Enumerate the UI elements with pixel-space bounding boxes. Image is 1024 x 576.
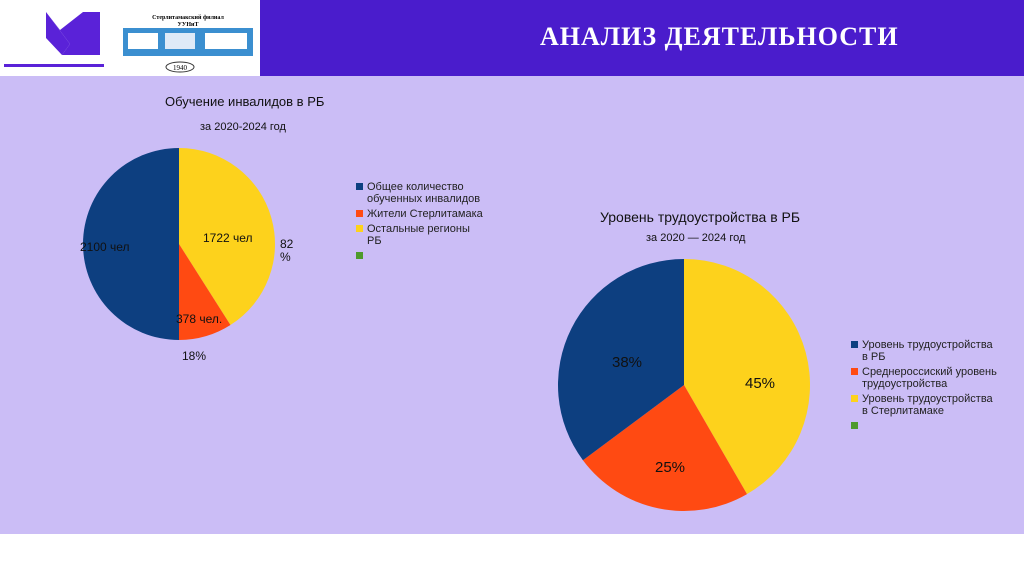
svg-text:Стерлитамакский филиал: Стерлитамакский филиал [152,14,224,21]
legend-swatch-yellow [851,395,858,402]
legend-item: Уровень трудоустройства в Стерлитамаке [851,393,1001,417]
chart2-slice-2 [558,259,684,461]
chart1-label-orange: 378 чел. [176,312,223,326]
chart1-legend: Общее количество обученных инвалидов Жит… [356,181,486,262]
chart1-extra-82: 82 % [280,237,294,264]
legend-swatch-blue [851,341,858,348]
legend-item [356,250,486,259]
chart2-slice-1 [582,385,747,512]
legend-item: Жители Стерлитамака [356,208,486,220]
chart1-label-yellow: 1722 чел [203,231,253,245]
legend-swatch-yellow [356,225,363,232]
legend-swatch-blue [356,183,363,190]
legend-item [851,420,1001,429]
chart2-slice-0 [684,259,811,495]
chart2-subtitle: за 2020 — 2024 год [646,232,746,244]
legend-swatch-green [356,252,363,259]
legend-label: Жители Стерлитамака [367,208,483,220]
legend-item: Общее количество обученных инвалидов [356,181,486,205]
legend-item: Остальные регионы РБ [356,223,486,247]
legend-label: Остальные регионы РБ [367,223,470,247]
legend-label: Среднероссиский уровень трудоустройства [862,366,997,390]
chart2-title: Уровень трудоустройства в РБ [600,209,801,225]
chart1-slice-1 [179,244,231,340]
legend-swatch-green [851,422,858,429]
legend-label: Уровень трудоустройства в Стерлитамаке [862,393,993,417]
legend-item: Уровень трудоустройства в РБ [851,339,1001,363]
page-title: АНАЛИЗ ДЕЯТЕЛЬНОСТИ [540,22,899,51]
svg-text:УУНиТ: УУНиТ [178,22,199,28]
legend-label: Уровень трудоустройства в РБ [862,339,993,363]
logo-icon: 1940 Стерлитамакский филиал УУНиТ [4,12,253,73]
legend-swatch-orange [851,368,858,375]
chart2-label-orange: 25% [655,459,686,476]
legend-swatch-orange [356,210,363,217]
chart2-label-blue: 38% [612,354,643,371]
legend-item: Среднероссиский уровень трудоустройства [851,366,1001,390]
logo-area: 1940 Стерлитамакский филиал УУНиТ [0,0,260,76]
svg-text:1940: 1940 [173,64,188,72]
chart1-title: Обучение инвалидов в РБ [165,94,325,109]
chart1-extra-18: 18% [182,349,207,363]
chart1-slice-0 [179,148,275,326]
legend-label: Общее количество обученных инвалидов [367,181,481,205]
chart2-label-yellow: 45% [745,375,776,392]
chart1-label-blue: 2100 чел [80,240,130,254]
chart2-legend: Уровень трудоустройства в РБ Среднеросси… [851,339,1001,432]
chart1-subtitle: за 2020-2024 год [200,121,286,133]
chart1-slice-2 [83,148,179,340]
